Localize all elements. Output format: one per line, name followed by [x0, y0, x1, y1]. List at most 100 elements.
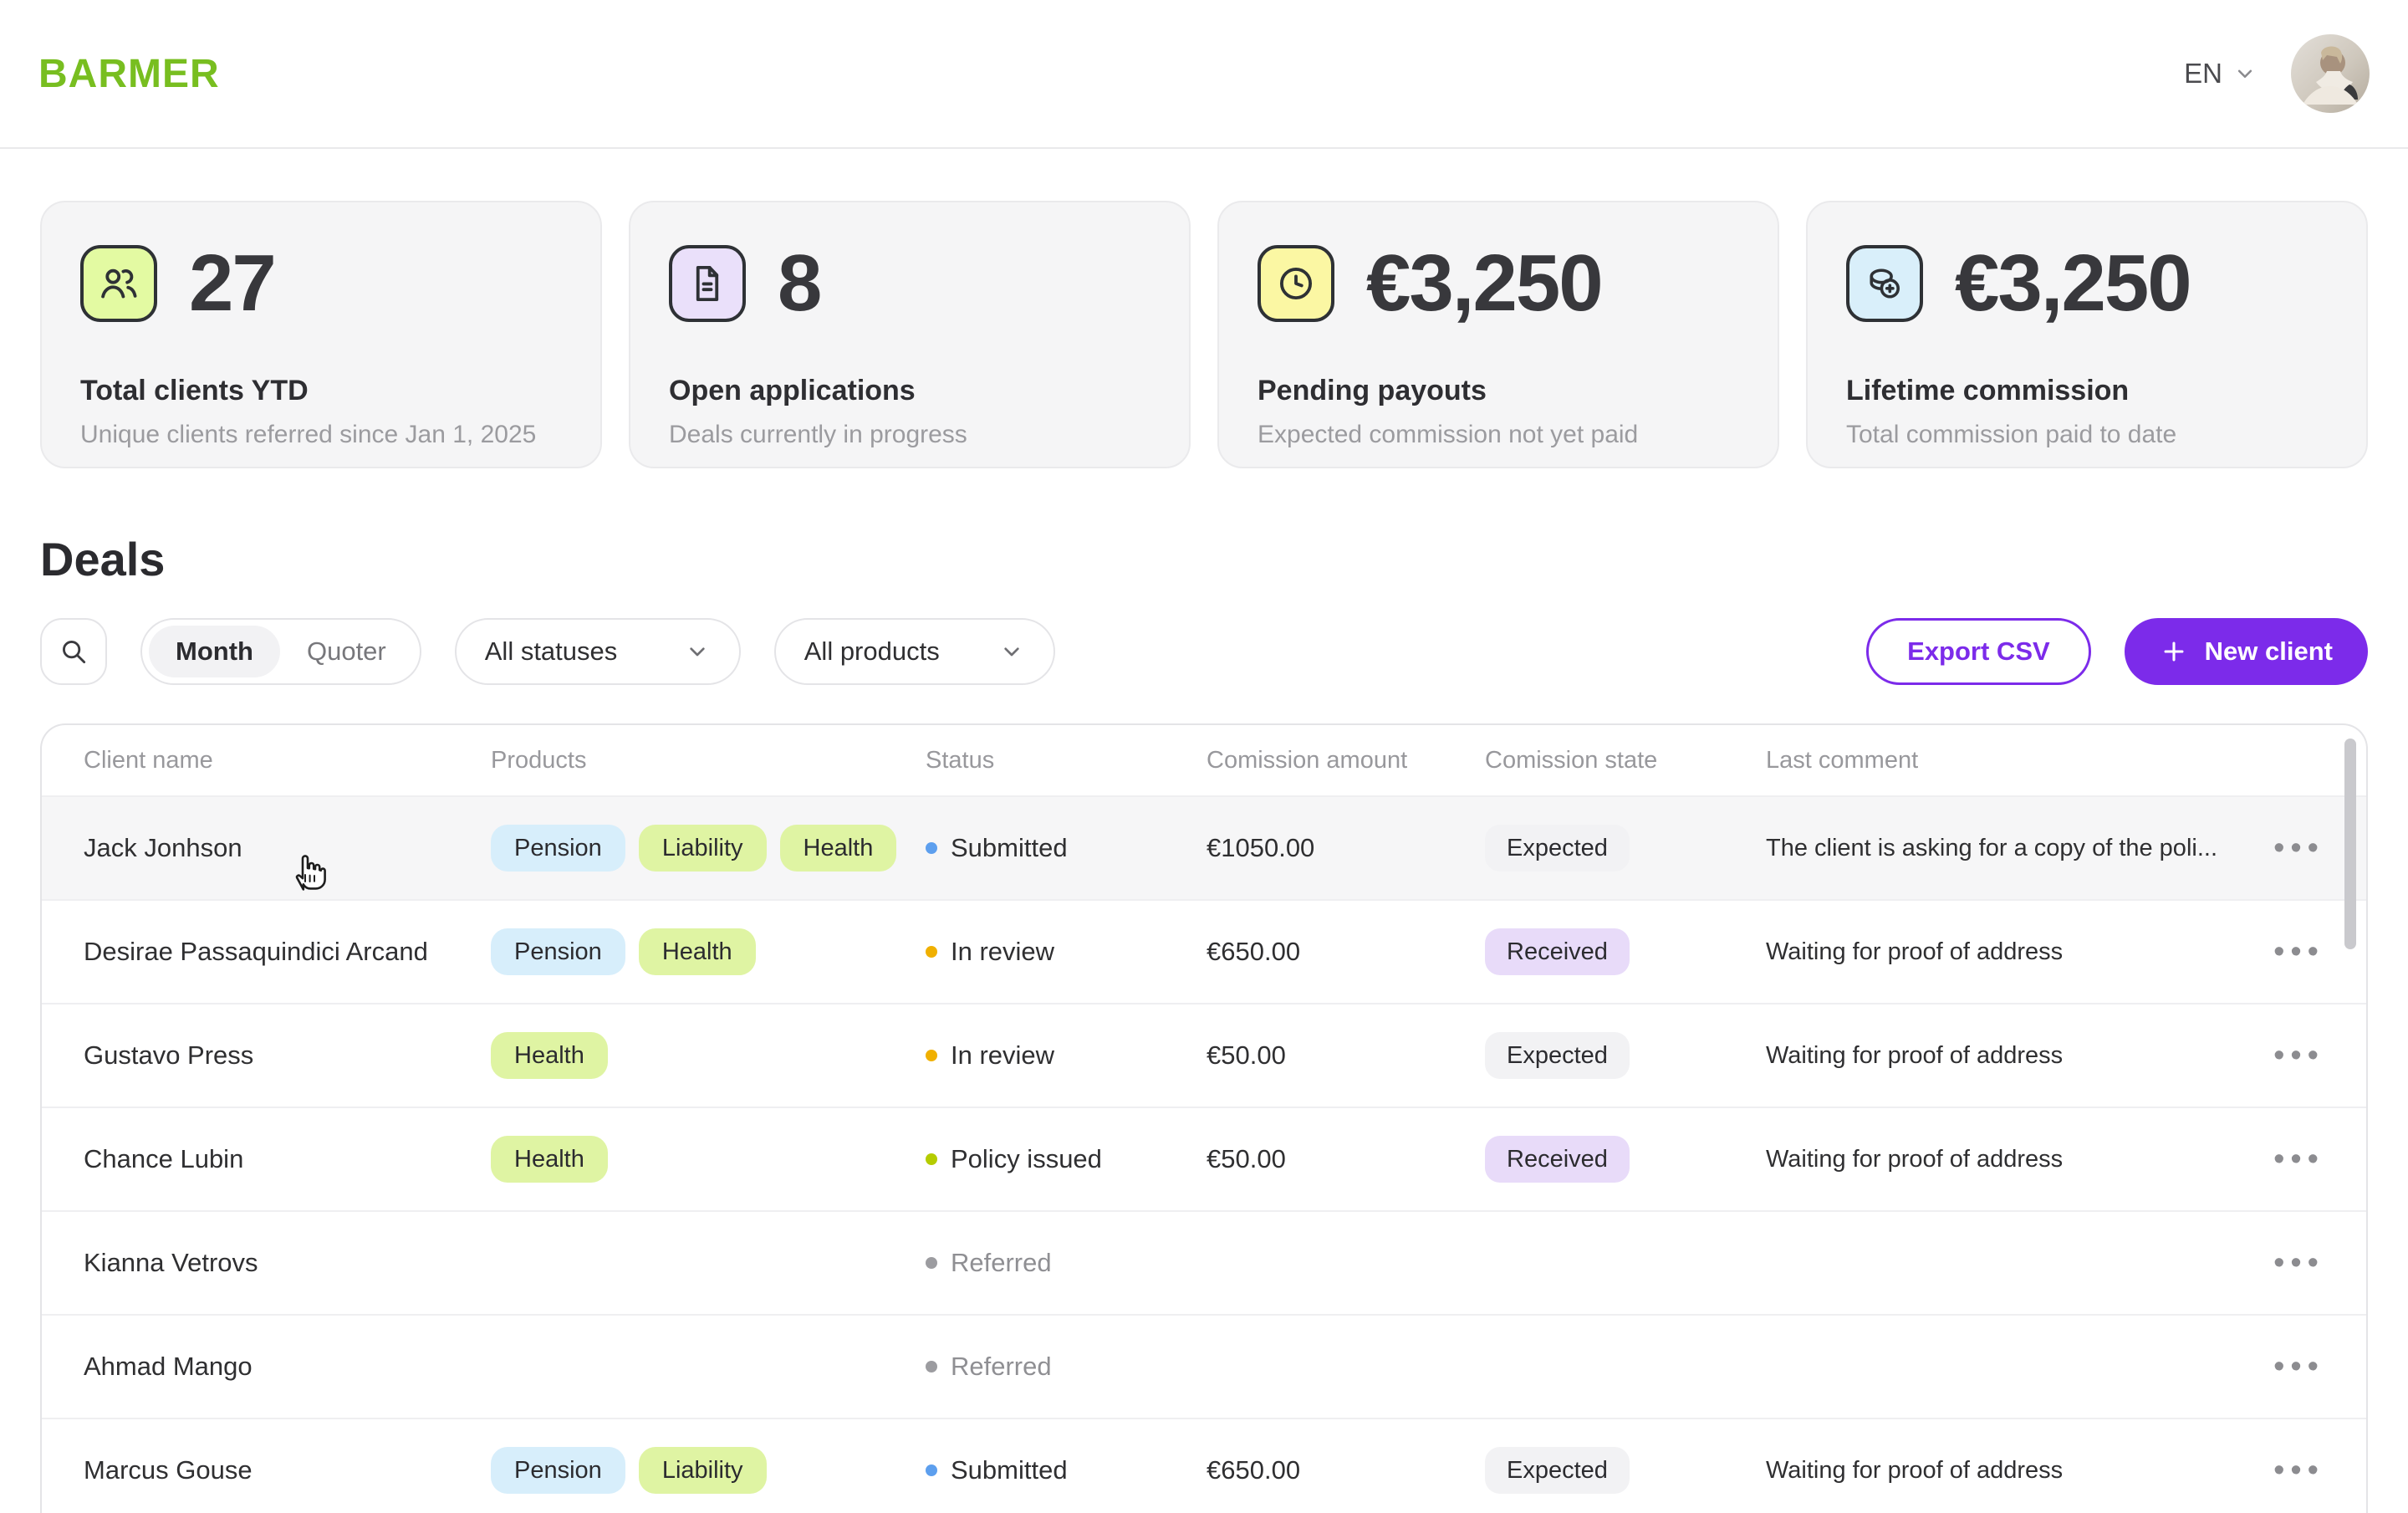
product-filter-select[interactable]: All products [773, 618, 1055, 685]
stat-subtitle: Total commission paid to date [1846, 421, 2177, 448]
commission-state-badge: Received [1485, 1136, 1630, 1183]
commission-state-cell: Received [1485, 928, 1766, 975]
deals-toolbar: Month Quoter All statuses All products E… [40, 618, 2368, 685]
last-comment-cell: Waiting for proof of address [1766, 1041, 2064, 1069]
status-dot [926, 1464, 937, 1476]
status-label: Submitted [951, 833, 1068, 862]
main-content: 27 Total clients YTD Unique clients refe… [0, 201, 2408, 1513]
status-filter-select[interactable]: All statuses [454, 618, 741, 685]
stat-title: Open applications [669, 375, 916, 406]
row-menu-button[interactable]: ••• [2273, 1245, 2324, 1280]
row-menu-button[interactable]: ••• [2273, 1038, 2324, 1073]
row-menu-button[interactable]: ••• [2273, 1142, 2324, 1177]
commission-state-cell: Received [1485, 1136, 1766, 1183]
column-header: Client name [84, 746, 213, 774]
product-tag: Health [491, 1136, 608, 1183]
stat-card: €3,250 Lifetime commission Total commiss… [1806, 201, 2368, 468]
commission-state-cell: Expected [1485, 1032, 1766, 1079]
stat-icon-box [1846, 245, 1923, 322]
stat-card: 27 Total clients YTD Unique clients refe… [40, 201, 602, 468]
table-row[interactable]: Desirae Passaquindici Arcand Pension Heal… [42, 899, 2366, 1003]
new-client-label: New client [2204, 636, 2333, 666]
status-cell: Submitted [926, 833, 1207, 863]
products-cell: Health [491, 1032, 926, 1079]
stat-value: €3,250 [1955, 238, 2192, 328]
status-label: Referred [951, 1248, 1052, 1277]
last-comment-cell: The client is asking for a copy of the p… [1766, 834, 2217, 861]
row-menu-button[interactable]: ••• [2273, 1453, 2324, 1488]
client-name-cell: Marcus Gouse [84, 1455, 253, 1485]
client-name-cell: Jack Jonhson [84, 833, 242, 862]
stat-value: 27 [189, 238, 277, 328]
products-cell: Pension Liability [491, 1447, 926, 1494]
status-label: Policy issued [951, 1144, 1102, 1173]
last-comment-cell: Waiting for proof of address [1766, 938, 2064, 965]
plus-icon [2160, 637, 2188, 666]
stat-title: Lifetime commission [1846, 375, 2130, 406]
stat-value: 8 [778, 238, 822, 328]
commission-state-badge: Expected [1485, 825, 1630, 872]
table-row[interactable]: Kianna Vetrovs Referred ••• [42, 1210, 2366, 1314]
stat-subtitle: Deals currently in progress [669, 421, 967, 448]
language-label: EN [2184, 58, 2222, 89]
user-avatar[interactable] [2291, 34, 2370, 113]
last-comment-cell: Waiting for proof of address [1766, 1456, 2064, 1484]
chevron-down-icon [2232, 61, 2258, 86]
table-rows: Jack Jonhson Pension Liability Health Subm… [42, 795, 2366, 1513]
status-dot [926, 946, 937, 958]
stats-row: 27 Total clients YTD Unique clients refe… [40, 201, 2368, 468]
product-tag: Liability [638, 825, 767, 872]
status-dot [926, 1050, 937, 1061]
products-cell: Pension Liability Health [491, 825, 926, 872]
new-client-button[interactable]: New client [2124, 618, 2368, 685]
status-cell: Referred [926, 1352, 1207, 1382]
stat-icon-box [1258, 245, 1334, 322]
commission-amount-cell: €50.00 [1207, 1040, 1286, 1070]
table-row[interactable]: Chance Lubin Health Policy issued €50.00… [42, 1107, 2366, 1210]
table-scrollbar-thumb[interactable] [2344, 739, 2356, 949]
commission-amount-cell: €1050.00 [1207, 833, 1315, 862]
search-icon [58, 636, 89, 667]
product-tag: Health [638, 928, 756, 975]
commission-state-badge: Expected [1485, 1032, 1630, 1079]
product-tag: Health [779, 825, 897, 872]
export-csv-button[interactable]: Export CSV [1866, 618, 2091, 685]
table-row[interactable]: Marcus Gouse Pension Liability Submitted … [42, 1418, 2366, 1513]
product-tag: Pension [491, 825, 625, 872]
stat-subtitle: Unique clients referred since Jan 1, 202… [80, 421, 537, 448]
products-cell: Health [491, 1136, 926, 1183]
table-row[interactable]: Jack Jonhson Pension Liability Health Subm… [42, 795, 2366, 899]
stat-title: Total clients YTD [80, 375, 309, 406]
commission-amount-cell: €650.00 [1207, 1455, 1301, 1485]
stat-card: 8 Open applications Deals currently in p… [629, 201, 1191, 468]
commission-amount-cell: €50.00 [1207, 1144, 1286, 1173]
search-button[interactable] [40, 618, 107, 685]
document-icon [696, 265, 719, 302]
row-menu-button[interactable]: ••• [2273, 1349, 2324, 1384]
chevron-down-icon [684, 638, 711, 665]
period-toggle: Month Quoter [140, 618, 421, 685]
commission-state-badge: Received [1485, 928, 1630, 975]
table-row[interactable]: Ahmad Mango Referred ••• [42, 1314, 2366, 1418]
row-menu-button[interactable]: ••• [2273, 934, 2324, 969]
status-cell: In review [926, 937, 1207, 967]
column-header: Comission amount [1207, 746, 1408, 774]
chevron-down-icon [998, 638, 1025, 665]
status-cell: In review [926, 1040, 1207, 1071]
status-label: Referred [951, 1352, 1052, 1381]
language-switcher[interactable]: EN [2184, 58, 2258, 89]
period-quoter-tab[interactable]: Quoter [306, 636, 386, 666]
commission-state-badge: Expected [1485, 1447, 1630, 1494]
period-month-tab[interactable]: Month [149, 626, 280, 677]
table-row[interactable]: Gustavo Press Health In review €50.00 Ex… [42, 1003, 2366, 1107]
stat-subtitle: Expected commission not yet paid [1258, 421, 1639, 448]
status-filter-value: All statuses [484, 636, 618, 666]
row-menu-button[interactable]: ••• [2273, 831, 2324, 866]
table-header-row: Client name Products Status Comission amoun… [42, 725, 2366, 795]
stat-card: €3,250 Pending payouts Expected commissi… [1217, 201, 1779, 468]
coins-icon [1870, 268, 1900, 299]
stat-title: Pending payouts [1258, 375, 1487, 406]
client-name-cell: Gustavo Press [84, 1040, 254, 1070]
commission-state-cell: Expected [1485, 825, 1766, 872]
last-comment-cell: Waiting for proof of address [1766, 1145, 2064, 1173]
